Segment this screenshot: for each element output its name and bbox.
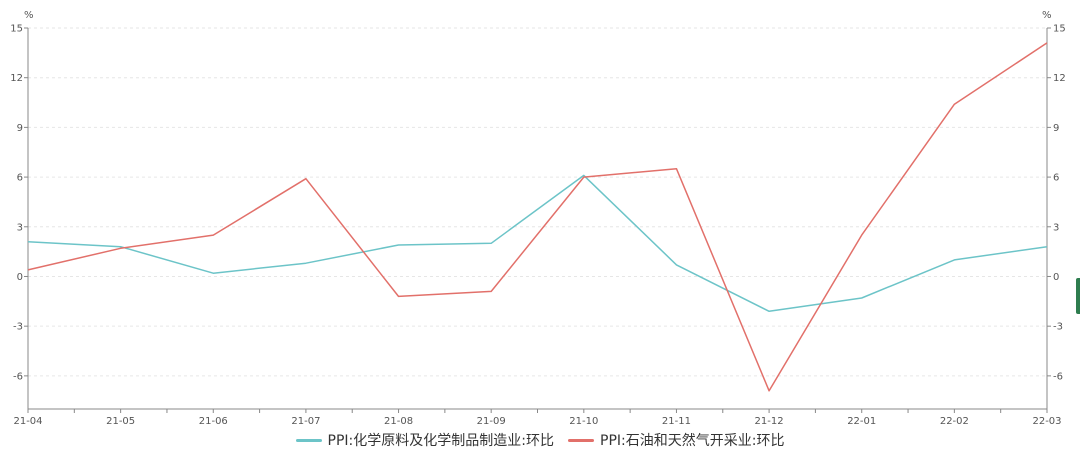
y-tick-label-right: 12 xyxy=(1053,73,1066,84)
x-tick-label: 21-09 xyxy=(477,416,506,427)
y-tick-label-right: 6 xyxy=(1053,173,1059,184)
y-tick-label-right: -6 xyxy=(1053,371,1063,382)
y-tick-label-left: 15 xyxy=(10,24,23,35)
legend: PPI:化学原料及化学制品制造业:环比 PPI:石油和天然气开采业:环比 xyxy=(0,429,1080,451)
y-tick-label-left: 12 xyxy=(10,73,23,84)
legend-item-oil-gas[interactable]: PPI:石油和天然气开采业:环比 xyxy=(568,430,784,450)
x-tick-label: 21-11 xyxy=(662,416,691,427)
y-unit-left: % xyxy=(24,10,34,21)
x-tick-label: 21-04 xyxy=(13,416,42,427)
y-tick-label-right: 3 xyxy=(1053,222,1059,233)
series-line-chemical[interactable] xyxy=(27,174,1048,313)
legend-swatch-chemical xyxy=(295,438,322,442)
legend-label-chemical: PPI:化学原料及化学制品制造业:环比 xyxy=(327,433,554,449)
x-tick-label: 21-08 xyxy=(384,416,413,427)
series-line-oil-gas[interactable] xyxy=(27,42,1048,392)
line-chart: 15 15 12 12 9 9 6 6 3 3 0 0 -3 -3 -6 -6% % 21-04 21-05 21-0… xyxy=(10,10,1065,427)
legend-swatch-oil-gas xyxy=(568,438,594,442)
axes: 15 15 12 12 9 9 6 6 3 3 0 0 -3 -3 -6 -6% % 21-04 21-05 21-0… xyxy=(10,10,1065,427)
legend-label-oil-gas: PPI:石油和天然气开采业:环比 xyxy=(600,433,785,449)
x-tick-label: 21-12 xyxy=(755,416,784,427)
y-tick-label-right: 9 xyxy=(1053,123,1059,134)
y-tick-label-right: 0 xyxy=(1053,272,1059,283)
x-tick-label: 21-05 xyxy=(106,416,135,427)
x-tick-label: 21-07 xyxy=(291,416,320,427)
y-tick-label-left: 3 xyxy=(17,222,23,233)
y-tick-label-left: -3 xyxy=(13,322,23,333)
y-unit-right: % xyxy=(1042,10,1052,21)
x-tick-label: 22-01 xyxy=(847,416,876,427)
y-tick-label-left: 6 xyxy=(17,173,23,184)
x-tick-label: 21-10 xyxy=(569,416,598,427)
y-tick-label-left: 0 xyxy=(17,272,23,283)
x-tick-label: 22-02 xyxy=(940,416,969,427)
x-tick-label: 22-03 xyxy=(1032,416,1061,427)
x-tick-label: 21-06 xyxy=(199,416,228,427)
series-lines xyxy=(27,42,1048,392)
y-tick-label-left: -6 xyxy=(13,371,23,382)
y-tick-label-right: -3 xyxy=(1053,322,1063,333)
legend-item-chemical[interactable]: PPI:化学原料及化学制品制造业:环比 xyxy=(295,430,554,450)
y-tick-label-left: 9 xyxy=(17,123,23,134)
grid-lines xyxy=(28,27,1047,377)
y-tick-label-right: 15 xyxy=(1053,24,1066,35)
side-panel-tab[interactable] xyxy=(1076,278,1080,314)
